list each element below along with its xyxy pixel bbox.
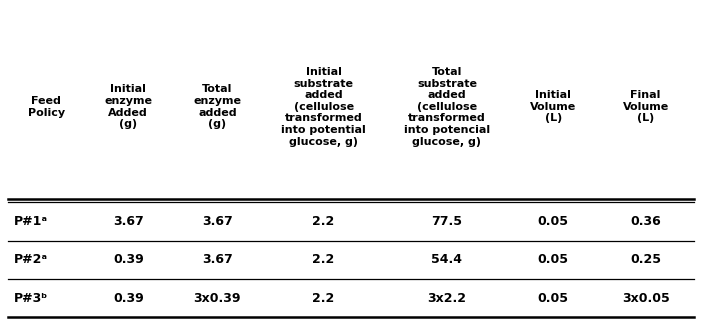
Text: Feed
Policy: Feed Policy xyxy=(27,96,65,118)
Text: 3.67: 3.67 xyxy=(202,215,233,228)
Text: 77.5: 77.5 xyxy=(432,215,463,228)
Text: 2.2: 2.2 xyxy=(312,215,335,228)
Text: 0.25: 0.25 xyxy=(630,253,661,266)
Text: 2.2: 2.2 xyxy=(312,253,335,266)
Text: 3.67: 3.67 xyxy=(202,253,233,266)
Text: Initial
substrate
added
(cellulose
transformed
into potential
glucose, g): Initial substrate added (cellulose trans… xyxy=(282,67,366,147)
Text: 54.4: 54.4 xyxy=(432,253,463,266)
Text: Initial
enzyme
Added
(g): Initial enzyme Added (g) xyxy=(105,84,152,129)
Text: P#3ᵇ: P#3ᵇ xyxy=(14,292,48,305)
Text: 0.39: 0.39 xyxy=(113,253,144,266)
Text: Final
Volume
(L): Final Volume (L) xyxy=(623,90,669,123)
Text: P#2ᵃ: P#2ᵃ xyxy=(14,253,48,266)
Text: 0.05: 0.05 xyxy=(538,292,569,305)
Text: P#1ᵃ: P#1ᵃ xyxy=(14,215,48,228)
Text: 0.05: 0.05 xyxy=(538,253,569,266)
Text: 3.67: 3.67 xyxy=(113,215,144,228)
Text: 0.05: 0.05 xyxy=(538,215,569,228)
Text: Initial
Volume
(L): Initial Volume (L) xyxy=(530,90,576,123)
Text: 3x0.05: 3x0.05 xyxy=(622,292,670,305)
Text: 0.39: 0.39 xyxy=(113,292,144,305)
Text: Total
substrate
added
(cellulose
transformed
into potencial
glucose, g): Total substrate added (cellulose transfo… xyxy=(404,67,490,147)
Text: 3x2.2: 3x2.2 xyxy=(428,292,466,305)
Text: 3x0.39: 3x0.39 xyxy=(194,292,241,305)
Text: Total
enzyme
added
(g): Total enzyme added (g) xyxy=(193,84,241,129)
Text: 2.2: 2.2 xyxy=(312,292,335,305)
Text: 0.36: 0.36 xyxy=(630,215,661,228)
